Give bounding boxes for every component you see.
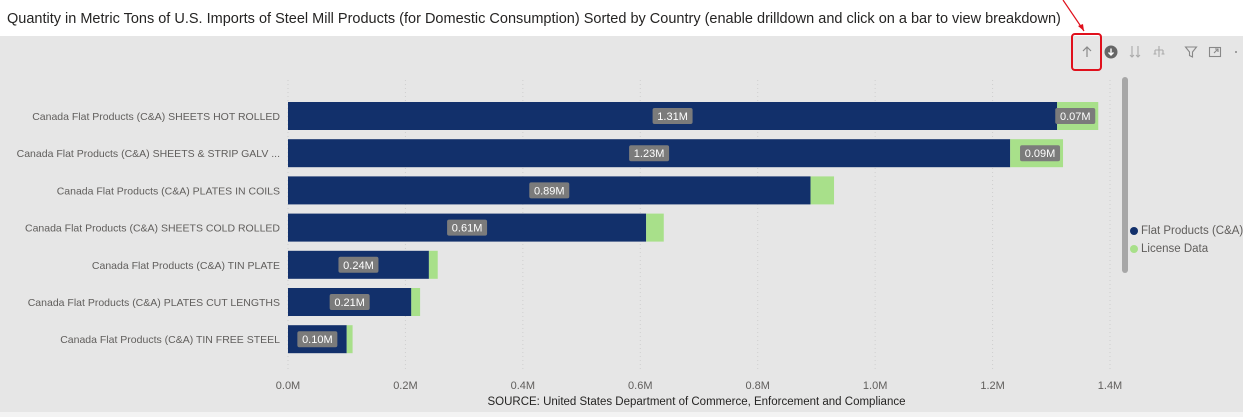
legend-item-flat-products[interactable]: Flat Products (C&A) bbox=[1130, 222, 1243, 240]
drilldown-toggle-icon[interactable] bbox=[1100, 41, 1122, 63]
data-label-bg bbox=[529, 182, 570, 199]
focus-mode-icon[interactable] bbox=[1204, 41, 1226, 63]
data-label: 1.23M bbox=[634, 148, 665, 160]
source-note: SOURCE: United States Department of Comm… bbox=[487, 396, 906, 408]
bar-license-data[interactable] bbox=[411, 288, 421, 316]
legend: Flat Products (C&A) License Data bbox=[1130, 222, 1243, 258]
legend-label: License Data bbox=[1141, 243, 1209, 255]
data-label: 0.24M bbox=[343, 260, 374, 272]
bar-license-data[interactable] bbox=[346, 325, 353, 354]
data-label-bg bbox=[338, 256, 379, 273]
next-level-icon[interactable] bbox=[1124, 41, 1146, 63]
legend-dot-license-data bbox=[1130, 245, 1138, 253]
chart-title: Quantity in Metric Tons of U.S. Imports … bbox=[7, 11, 1061, 27]
category-axis: Canada Flat Products (C&A) SHEETS HOT RO… bbox=[17, 111, 281, 346]
category-label: Canada Flat Products (C&A) TIN FREE STEE… bbox=[60, 334, 280, 346]
bar-license-data[interactable] bbox=[428, 250, 438, 279]
data-label-bg bbox=[652, 108, 693, 124]
more-options-icon[interactable] bbox=[1228, 41, 1243, 63]
bar-license-data[interactable] bbox=[646, 213, 664, 242]
x-tick-label: 0.6M bbox=[628, 380, 652, 392]
data-label: 0.07M bbox=[1060, 111, 1091, 123]
legend-dot-flat-products bbox=[1130, 227, 1138, 235]
category-label: Canada Flat Products (C&A) PLATES IN COI… bbox=[57, 185, 280, 197]
x-tick-label: 1.4M bbox=[1098, 380, 1122, 392]
x-tick-label: 0.0M bbox=[276, 380, 300, 392]
data-label: 0.89M bbox=[534, 185, 565, 197]
value-axis: 0.0M 0.2M 0.4M 0.6M 0.8M 1.0M 1.2M 1.4M bbox=[276, 380, 1122, 392]
data-label-bg bbox=[1055, 108, 1096, 124]
legend-scrollbar[interactable] bbox=[1122, 77, 1128, 273]
legend-label: Flat Products (C&A) bbox=[1141, 225, 1243, 237]
drill-up-icon[interactable] bbox=[1076, 41, 1098, 63]
category-label: Canada Flat Products (C&A) SHEETS COLD R… bbox=[25, 223, 280, 235]
visual-header-toolbar bbox=[1076, 37, 1243, 67]
data-label-bg bbox=[447, 219, 488, 236]
data-label-bg bbox=[297, 331, 338, 348]
x-tick-label: 1.0M bbox=[863, 380, 887, 392]
bars: 1.31M 0.07M 1.23M 0.09M 0.89M 0.61M 0.24M 0.21M… bbox=[288, 102, 1099, 354]
x-tick-label: 0.2M bbox=[393, 380, 417, 392]
x-tick-label: 0.4M bbox=[511, 380, 535, 392]
expand-hierarchy-icon[interactable] bbox=[1148, 41, 1170, 63]
category-label: Canada Flat Products (C&A) TIN PLATE bbox=[92, 260, 280, 272]
bar-license-data[interactable] bbox=[810, 176, 835, 205]
category-label: Canada Flat Products (C&A) SHEETS HOT RO… bbox=[32, 111, 280, 123]
data-label: 0.09M bbox=[1025, 148, 1056, 160]
data-label: 0.21M bbox=[334, 297, 365, 309]
bottom-strip bbox=[0, 412, 1243, 417]
data-label-bg bbox=[629, 145, 670, 162]
data-label-bg bbox=[329, 294, 370, 310]
data-label: 0.61M bbox=[452, 223, 483, 235]
category-label: Canada Flat Products (C&A) SHEETS & STRI… bbox=[17, 148, 280, 160]
data-label-bg bbox=[1020, 145, 1061, 162]
data-label: 1.31M bbox=[657, 111, 688, 123]
category-label: Canada Flat Products (C&A) PLATES CUT LE… bbox=[28, 297, 280, 309]
highlight-box bbox=[1071, 33, 1102, 71]
legend-item-license-data[interactable]: License Data bbox=[1130, 240, 1243, 258]
x-tick-label: 1.2M bbox=[980, 380, 1004, 392]
data-label: 0.10M bbox=[302, 334, 333, 346]
x-tick-label: 0.8M bbox=[745, 380, 769, 392]
filter-icon[interactable] bbox=[1180, 41, 1202, 63]
